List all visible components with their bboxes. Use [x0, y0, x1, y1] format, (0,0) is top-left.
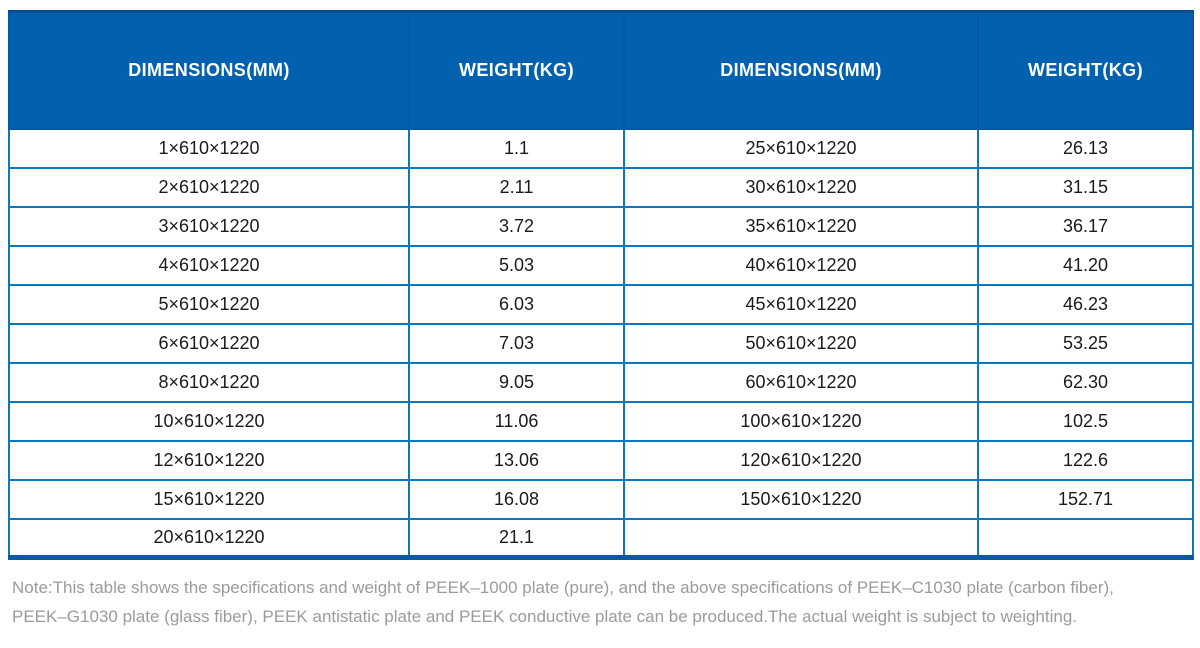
- column-header-dimensions-1: DIMENSIONS(MM): [8, 11, 410, 130]
- table-row: 1×610×1220 1.1 25×610×1220 26.13: [8, 127, 1194, 169]
- weight-cell: 1.1: [408, 127, 625, 169]
- weight-cell: 6.03: [408, 283, 625, 325]
- dimensions-cell: 15×610×1220: [8, 478, 410, 520]
- dimensions-cell: 30×610×1220: [623, 166, 979, 208]
- dimensions-cell: 2×610×1220: [8, 166, 410, 208]
- weight-cell: 26.13: [977, 127, 1194, 169]
- weight-cell: [977, 517, 1194, 559]
- weight-cell: 102.5: [977, 400, 1194, 442]
- weight-cell: 7.03: [408, 322, 625, 364]
- weight-cell: 5.03: [408, 244, 625, 286]
- weight-cell: 21.1: [408, 517, 625, 559]
- dimensions-cell: 35×610×1220: [623, 205, 979, 247]
- dimensions-cell: 100×610×1220: [623, 400, 979, 442]
- dimensions-cell: 4×610×1220: [8, 244, 410, 286]
- weight-cell: 122.6: [977, 439, 1194, 481]
- dimensions-cell: 40×610×1220: [623, 244, 979, 286]
- table-row: 12×610×1220 13.06 120×610×1220 122.6: [8, 439, 1194, 481]
- spec-table-container: DIMENSIONS(MM) WEIGHT(KG) DIMENSIONS(MM)…: [8, 10, 1194, 560]
- dimensions-cell: 45×610×1220: [623, 283, 979, 325]
- peek-plate-spec-table: DIMENSIONS(MM) WEIGHT(KG) DIMENSIONS(MM)…: [8, 10, 1194, 560]
- dimensions-cell: 12×610×1220: [8, 439, 410, 481]
- footnote-line-1: Note:This table shows the specifications…: [12, 578, 1114, 597]
- weight-cell: 36.17: [977, 205, 1194, 247]
- weight-cell: 53.25: [977, 322, 1194, 364]
- table-header-row: DIMENSIONS(MM) WEIGHT(KG) DIMENSIONS(MM)…: [8, 11, 1194, 130]
- weight-cell: 46.23: [977, 283, 1194, 325]
- dimensions-cell: 120×610×1220: [623, 439, 979, 481]
- table-row: 2×610×1220 2.11 30×610×1220 31.15: [8, 166, 1194, 208]
- weight-cell: 13.06: [408, 439, 625, 481]
- weight-cell: 152.71: [977, 478, 1194, 520]
- footnote: Note:This table shows the specifications…: [12, 573, 1188, 631]
- dimensions-cell: 8×610×1220: [8, 361, 410, 403]
- weight-cell: 3.72: [408, 205, 625, 247]
- weight-cell: 9.05: [408, 361, 625, 403]
- weight-cell: 31.15: [977, 166, 1194, 208]
- column-header-weight-2: WEIGHT(KG): [977, 11, 1194, 130]
- weight-cell: 62.30: [977, 361, 1194, 403]
- footnote-line-2: PEEK–G1030 plate (glass fiber), PEEK ant…: [12, 607, 1078, 626]
- dimensions-cell: 50×610×1220: [623, 322, 979, 364]
- table-body: 1×610×1220 1.1 25×610×1220 26.13 2×610×1220 2…: [8, 127, 1194, 559]
- table-header: DIMENSIONS(MM) WEIGHT(KG) DIMENSIONS(MM)…: [8, 11, 1194, 130]
- table-row: 8×610×1220 9.05 60×610×1220 62.30: [8, 361, 1194, 403]
- weight-cell: 11.06: [408, 400, 625, 442]
- table-row: 4×610×1220 5.03 40×610×1220 41.20: [8, 244, 1194, 286]
- dimensions-cell: [623, 517, 979, 559]
- dimensions-cell: 150×610×1220: [623, 478, 979, 520]
- weight-cell: 16.08: [408, 478, 625, 520]
- table-row: 10×610×1220 11.06 100×610×1220 102.5: [8, 400, 1194, 442]
- dimensions-cell: 1×610×1220: [8, 127, 410, 169]
- weight-cell: 41.20: [977, 244, 1194, 286]
- column-header-weight-1: WEIGHT(KG): [408, 11, 625, 130]
- weight-cell: 2.11: [408, 166, 625, 208]
- dimensions-cell: 25×610×1220: [623, 127, 979, 169]
- dimensions-cell: 3×610×1220: [8, 205, 410, 247]
- dimensions-cell: 10×610×1220: [8, 400, 410, 442]
- dimensions-cell: 5×610×1220: [8, 283, 410, 325]
- dimensions-cell: 60×610×1220: [623, 361, 979, 403]
- dimensions-cell: 20×610×1220: [8, 517, 410, 559]
- table-row: 3×610×1220 3.72 35×610×1220 36.17: [8, 205, 1194, 247]
- table-row: 6×610×1220 7.03 50×610×1220 53.25: [8, 322, 1194, 364]
- table-row: 15×610×1220 16.08 150×610×1220 152.71: [8, 478, 1194, 520]
- table-row: 5×610×1220 6.03 45×610×1220 46.23: [8, 283, 1194, 325]
- column-header-dimensions-2: DIMENSIONS(MM): [623, 11, 979, 130]
- table-row: 20×610×1220 21.1: [8, 517, 1194, 559]
- dimensions-cell: 6×610×1220: [8, 322, 410, 364]
